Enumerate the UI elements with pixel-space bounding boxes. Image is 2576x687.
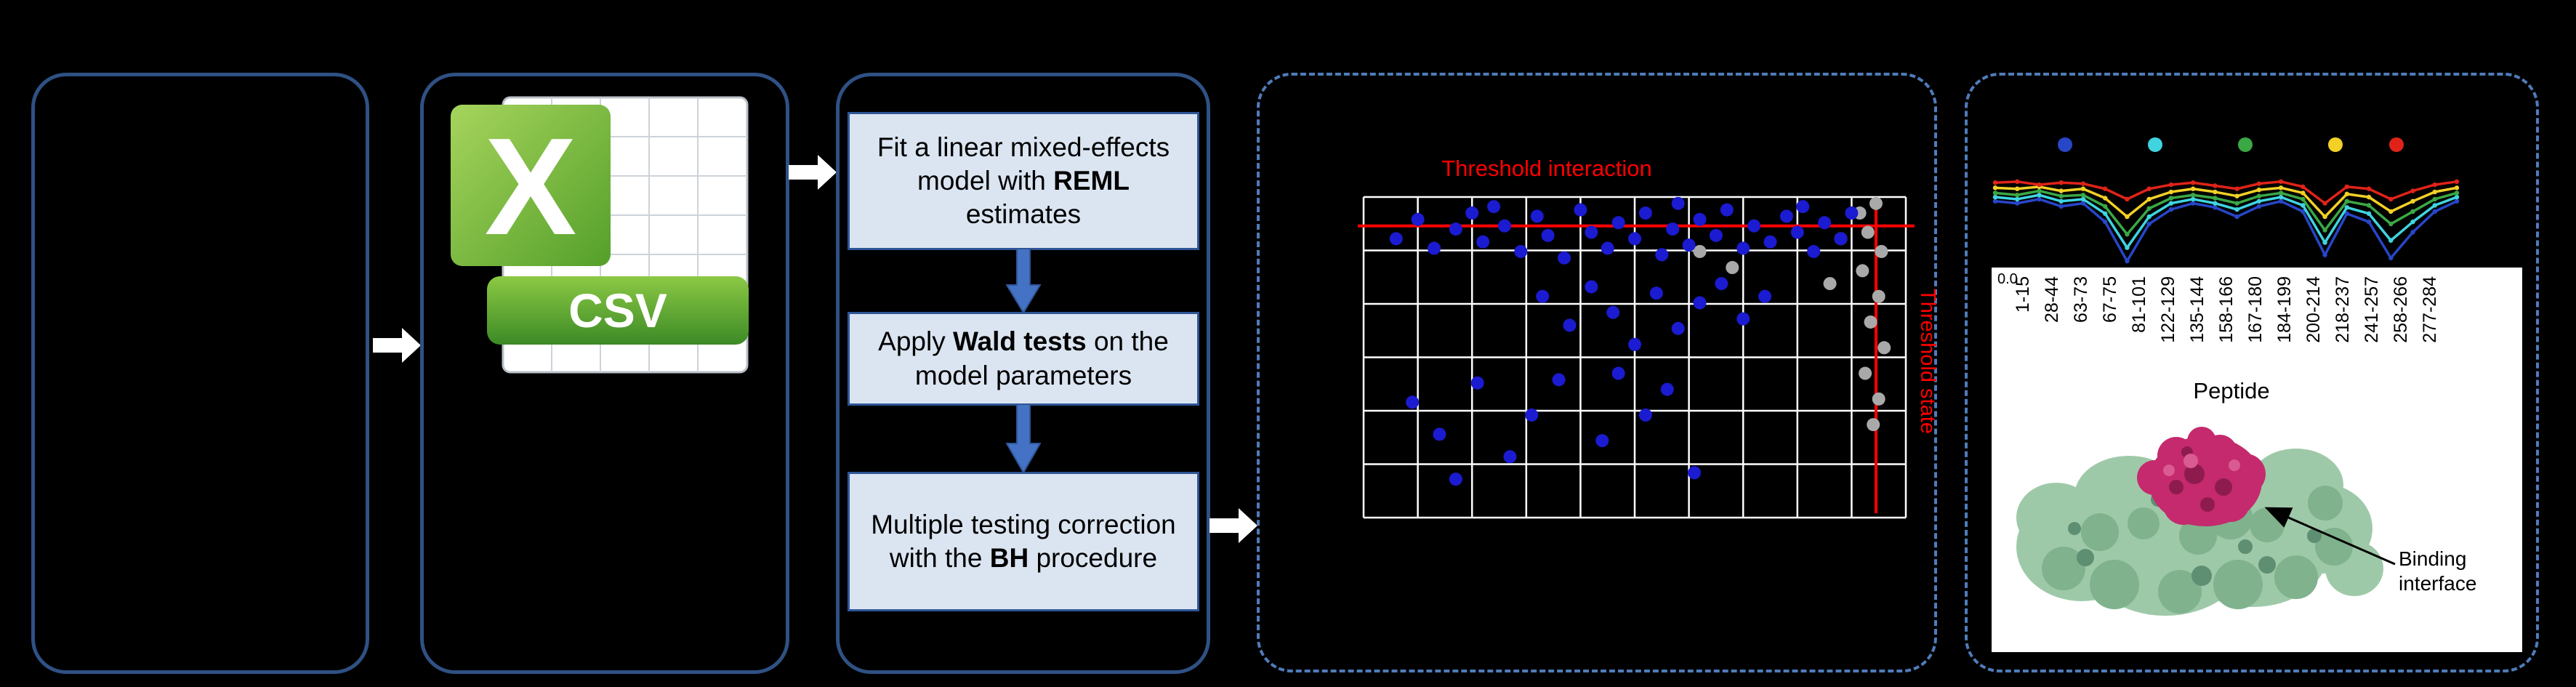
uptake-legend-dots (2058, 137, 2404, 152)
peptide-tick-labels: 1-15 28-44 63-73 67-75 81-101 122-129 135-144 1… (2013, 276, 2440, 343)
uptake-series (1992, 179, 2460, 206)
step-bh-text: Multiple testing correction with the BH … (871, 509, 1176, 573)
down-arrow-1 (1006, 249, 1041, 313)
protein-structure (2016, 427, 2396, 616)
uptake-line-chart (1992, 137, 2460, 264)
down-arrow-2 (1006, 404, 1041, 473)
volcano-panel (1257, 73, 1937, 672)
svg-text:67-75: 67-75 (2100, 276, 2120, 323)
scatter-side-label: Threshold state (1916, 289, 1937, 434)
svg-text:184-199: 184-199 (2274, 276, 2295, 343)
flow-arrow-2 (789, 155, 837, 190)
svg-text:200-214: 200-214 (2303, 276, 2324, 343)
excel-x-letter: X (485, 110, 577, 264)
binding-interface-label: Binding interface (2399, 547, 2477, 595)
svg-text:135-144: 135-144 (2187, 276, 2207, 343)
csv-label: CSV (568, 284, 667, 337)
svg-text:63-73: 63-73 (2071, 276, 2091, 323)
flow-arrow-1 (373, 328, 421, 363)
svg-text:122-129: 122-129 (2158, 276, 2178, 343)
svg-text:28-44: 28-44 (2042, 276, 2062, 323)
step-wald-text: Apply Wald tests on the model parameters (878, 326, 1169, 390)
binding-interface-arrow (2264, 507, 2396, 566)
threshold-scatter-plot: Threshold interaction Threshold state (1358, 156, 1937, 519)
uptake-series (1992, 188, 2460, 237)
right-arrow-icon (789, 155, 837, 190)
svg-text:1-15: 1-15 (2013, 276, 2033, 313)
step-wald: Apply Wald tests on the model parameters (848, 312, 1199, 406)
down-arrow-icon (1006, 249, 1041, 313)
svg-text:218-237: 218-237 (2333, 276, 2353, 343)
x-axis-label: Peptide (2193, 378, 2269, 403)
uptake-series (1992, 196, 2460, 264)
uptake-series (1992, 193, 2460, 250)
right-arrow-icon (1209, 508, 1257, 543)
scatter-title: Threshold interaction (1441, 156, 1652, 181)
scatter-points-blue (1389, 196, 1859, 486)
step-reml-text: Fit a linear mixed-effects model with RE… (877, 132, 1170, 230)
step-reml: Fit a linear mixed-effects model with RE… (848, 112, 1199, 250)
csv-banner (487, 276, 749, 345)
step-bh: Multiple testing correction with the BH … (848, 472, 1199, 611)
svg-text:81-101: 81-101 (2129, 276, 2149, 333)
excel-x-tile (451, 105, 611, 266)
svg-text:167-180: 167-180 (2245, 276, 2266, 343)
results-panel (1965, 73, 2539, 672)
svg-text:241-257: 241-257 (2362, 276, 2382, 343)
svg-text:158-166: 158-166 (2216, 276, 2237, 343)
down-arrow-icon (1006, 404, 1041, 473)
binding-site-shading (2169, 446, 2232, 512)
stage-box-1 (31, 73, 369, 674)
y-axis-tick: 0.0 (1997, 271, 2018, 287)
binding-site-highlights (2163, 454, 2240, 476)
flow-arrow-3 (1209, 508, 1257, 543)
csv-file-icon: X CSV (451, 96, 749, 374)
peptide-axis: 0.0 Peptide 1-15 28-44 63-73 67-75 81-101 122… (1997, 271, 2440, 403)
svg-text:258-266: 258-266 (2391, 276, 2411, 343)
uptake-series (1992, 184, 2460, 220)
right-arrow-icon (373, 328, 421, 363)
svg-text:277-284: 277-284 (2420, 276, 2440, 343)
